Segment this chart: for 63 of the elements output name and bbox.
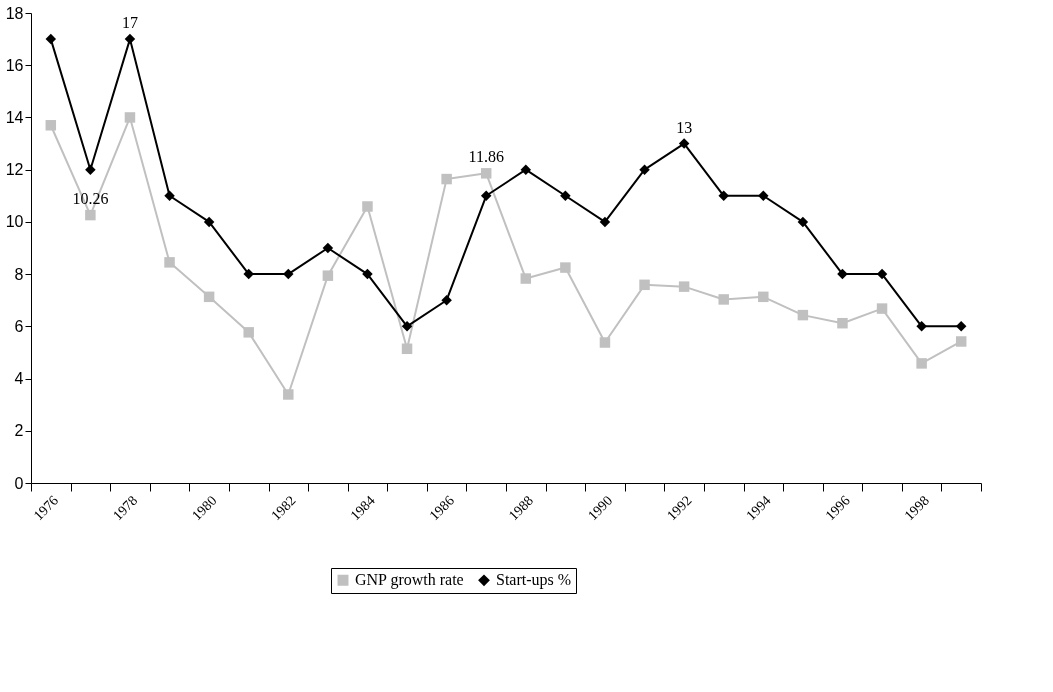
annotation: 11.86: [468, 148, 504, 166]
point: [164, 190, 175, 202]
point: [322, 270, 334, 281]
point: [322, 242, 334, 254]
point: [560, 190, 571, 202]
point: [916, 321, 927, 332]
point: [599, 216, 611, 228]
point: [520, 273, 532, 284]
point: [955, 336, 967, 347]
point: [203, 291, 215, 303]
y-tick-label: 4: [14, 370, 24, 388]
point: [203, 216, 215, 228]
legend-label: Start-ups %: [496, 571, 572, 590]
point: [639, 164, 650, 175]
point: [639, 279, 650, 291]
point: [916, 358, 927, 369]
point: [480, 168, 492, 179]
point: [401, 321, 413, 332]
point: [441, 173, 452, 185]
point: [480, 190, 492, 202]
point: [560, 262, 571, 273]
point: [243, 268, 254, 280]
point: [758, 291, 769, 303]
y-tick-label: 2: [14, 422, 24, 440]
point: [678, 138, 690, 149]
point: [599, 337, 611, 348]
y-tick-label: 14: [5, 108, 24, 126]
point: [876, 303, 888, 314]
y-tick-label: 8: [14, 265, 24, 283]
y-tick-label: 10: [5, 213, 24, 231]
point: [85, 164, 96, 175]
point: [678, 281, 690, 292]
point: [362, 268, 373, 280]
y-tick-label: 18: [5, 4, 24, 22]
point: [797, 216, 809, 228]
y-tick-label: 16: [5, 56, 24, 74]
point: [797, 309, 809, 321]
point: [124, 33, 136, 45]
point: [362, 201, 373, 212]
point: [283, 268, 294, 280]
y-tick-label: 12: [5, 161, 24, 179]
point: [837, 268, 848, 280]
annotation: 17: [121, 14, 138, 32]
y-tick-label: 0: [14, 474, 24, 492]
point: [520, 164, 532, 175]
annotation: 13: [676, 118, 693, 136]
point: [243, 327, 254, 338]
point: [718, 190, 729, 202]
point: [758, 190, 769, 202]
point: [837, 317, 848, 329]
point: [85, 209, 96, 221]
point: [164, 257, 175, 268]
point: [401, 343, 413, 355]
point: [718, 294, 729, 305]
point: [45, 33, 57, 45]
legend-label: GNP growth rate: [355, 571, 464, 590]
y-tick-label: 6: [14, 317, 24, 335]
point: [124, 112, 136, 123]
point: [955, 321, 967, 332]
point: [283, 389, 294, 400]
annotation: 10.26: [72, 190, 109, 208]
point: [45, 120, 57, 131]
point: [441, 294, 452, 306]
